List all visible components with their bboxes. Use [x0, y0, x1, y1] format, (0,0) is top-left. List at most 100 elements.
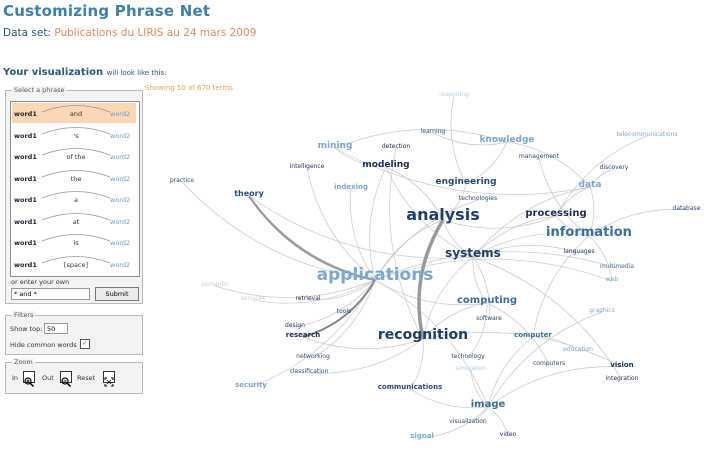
phrase-connector: the — [70, 174, 82, 183]
graph-edge — [467, 302, 488, 359]
zoom-out-label: Out — [42, 374, 54, 382]
phrase-option-row[interactable]: word1 's word2 — [12, 125, 136, 145]
graph-term[interactable]: management — [519, 153, 560, 160]
graph-edge — [334, 147, 591, 195]
graph-term[interactable]: mining — [318, 141, 353, 151]
graph-term[interactable]: information — [546, 225, 632, 240]
graph-term[interactable]: computer — [514, 331, 552, 339]
phrase-word1: word1 — [14, 239, 37, 247]
phrase-option-row[interactable]: word1 a word2 — [12, 189, 136, 209]
phrase-word1: word1 — [14, 153, 37, 161]
phrase-arc-icon — [41, 191, 111, 199]
phrase-word2: word2 — [110, 153, 131, 161]
graph-term[interactable]: engineering — [435, 177, 496, 187]
graph-term[interactable]: technologies — [459, 195, 497, 202]
phrase-list[interactable]: word1 and word2 word1's word2 word1 of the word… — [10, 101, 140, 277]
graph-edge — [588, 186, 595, 237]
graph-edge — [487, 406, 509, 437]
graph-term[interactable]: intelligence — [290, 163, 325, 170]
graph-term[interactable]: detection — [382, 143, 411, 150]
graph-term[interactable]: languages — [563, 248, 594, 255]
phrase-option-row[interactable]: word1 and word2 — [12, 103, 136, 123]
graph-term[interactable]: reasoning — [439, 91, 469, 98]
phrase-option-row[interactable]: word1 is word2 — [12, 232, 136, 252]
graph-term[interactable]: tools — [337, 308, 352, 315]
hide-common-words-checkbox[interactable]: ✓ — [80, 339, 90, 349]
graph-term[interactable]: recognition — [378, 327, 468, 343]
phrase-connector: 's — [73, 131, 79, 140]
graph-edges — [181, 95, 689, 439]
graph-term[interactable]: retrieval — [295, 295, 320, 302]
graph-term[interactable]: graphics — [589, 307, 615, 314]
graph-term[interactable]: classification — [290, 368, 329, 375]
graph-term[interactable]: multimedia — [600, 263, 634, 270]
graph-term[interactable]: learning — [421, 128, 446, 135]
zoom-reset-button[interactable] — [103, 371, 115, 387]
graph-term[interactable]: services — [241, 295, 266, 302]
graph-term[interactable]: computers — [533, 360, 565, 367]
graph-term[interactable]: software — [476, 315, 502, 322]
magnifier-minus-icon — [61, 377, 72, 388]
graph-edge — [389, 147, 424, 340]
graph-term[interactable]: systems — [445, 246, 501, 260]
graph-term[interactable]: theory — [234, 189, 264, 198]
phrase-connector: a — [74, 196, 78, 204]
graph-term[interactable]: vision — [610, 361, 633, 369]
graph-term[interactable]: telecommunications — [617, 131, 678, 138]
phrase-option-row[interactable]: word1 at word2 — [12, 211, 136, 231]
zoom-in-label: In — [12, 374, 19, 382]
graph-term[interactable]: technology — [451, 353, 485, 360]
phrase-word1: word1 — [14, 196, 37, 204]
own-phrase-input[interactable]: * and * — [11, 288, 90, 300]
graph-edge — [487, 336, 534, 408]
phrase-connector: is — [73, 239, 79, 247]
graph-term[interactable]: databases — [673, 205, 701, 212]
graph-term[interactable]: semantic — [201, 281, 228, 288]
graph-term[interactable]: web — [606, 276, 619, 283]
graph-term[interactable]: design — [285, 322, 305, 329]
graph-term[interactable]: applications — [317, 265, 434, 285]
graph-term[interactable]: simulation — [455, 365, 486, 372]
graph-edge — [588, 235, 613, 282]
graph-term[interactable]: practice — [170, 177, 195, 184]
filters-panel: Filters Show top: 50 Hide common words ✓ — [5, 311, 143, 355]
graph-term[interactable]: knowledge — [479, 135, 534, 145]
graph-term[interactable]: networking — [296, 353, 330, 360]
graph-term[interactable]: analysis — [406, 205, 479, 224]
graph-edge — [486, 302, 550, 366]
graph-edge — [334, 147, 387, 168]
graph-term[interactable]: security — [235, 381, 267, 389]
graph-edge — [472, 233, 590, 258]
graph-term[interactable]: video — [500, 431, 517, 438]
graph-term[interactable]: integration — [606, 375, 639, 382]
graph-term[interactable]: modeling — [362, 160, 409, 170]
graph-edge — [589, 168, 615, 188]
graph-edge — [409, 338, 424, 390]
graph-term[interactable]: research — [286, 331, 320, 339]
phrase-word2: word2 — [110, 110, 131, 118]
graph-term[interactable]: discovery — [600, 164, 629, 171]
graph-edge — [538, 157, 590, 237]
zoom-in-button[interactable] — [23, 371, 35, 388]
phrase-option-row[interactable]: word1 [space] word2 — [12, 254, 136, 274]
phrase-option-row[interactable]: word1 of the word2 — [12, 146, 136, 166]
graph-term[interactable]: communications — [378, 383, 443, 391]
graph-term[interactable]: indexing — [334, 183, 368, 191]
hide-common-words-label: Hide common words — [10, 341, 77, 349]
phrase-arc-icon — [41, 234, 111, 242]
phrase-net-graph[interactable]: applications analysis recognition informati… — [145, 88, 701, 450]
graph-term[interactable]: visualization — [449, 418, 487, 425]
graph-edge — [472, 256, 623, 381]
graph-term[interactable]: data — [579, 180, 602, 190]
graph-edge — [472, 256, 488, 304]
graph-term[interactable]: image — [471, 399, 506, 410]
magnifier-plus-icon — [24, 377, 35, 388]
submit-button[interactable]: Submit — [95, 287, 139, 301]
graph-term[interactable]: education — [563, 346, 593, 353]
graph-term[interactable]: signal — [410, 432, 434, 440]
show-top-input[interactable]: 50 — [44, 323, 68, 334]
graph-term[interactable]: processing — [525, 208, 586, 219]
graph-term[interactable]: computing — [457, 295, 517, 306]
phrase-option-row[interactable]: word1 the word2 — [12, 168, 136, 188]
zoom-out-button[interactable] — [60, 371, 72, 388]
